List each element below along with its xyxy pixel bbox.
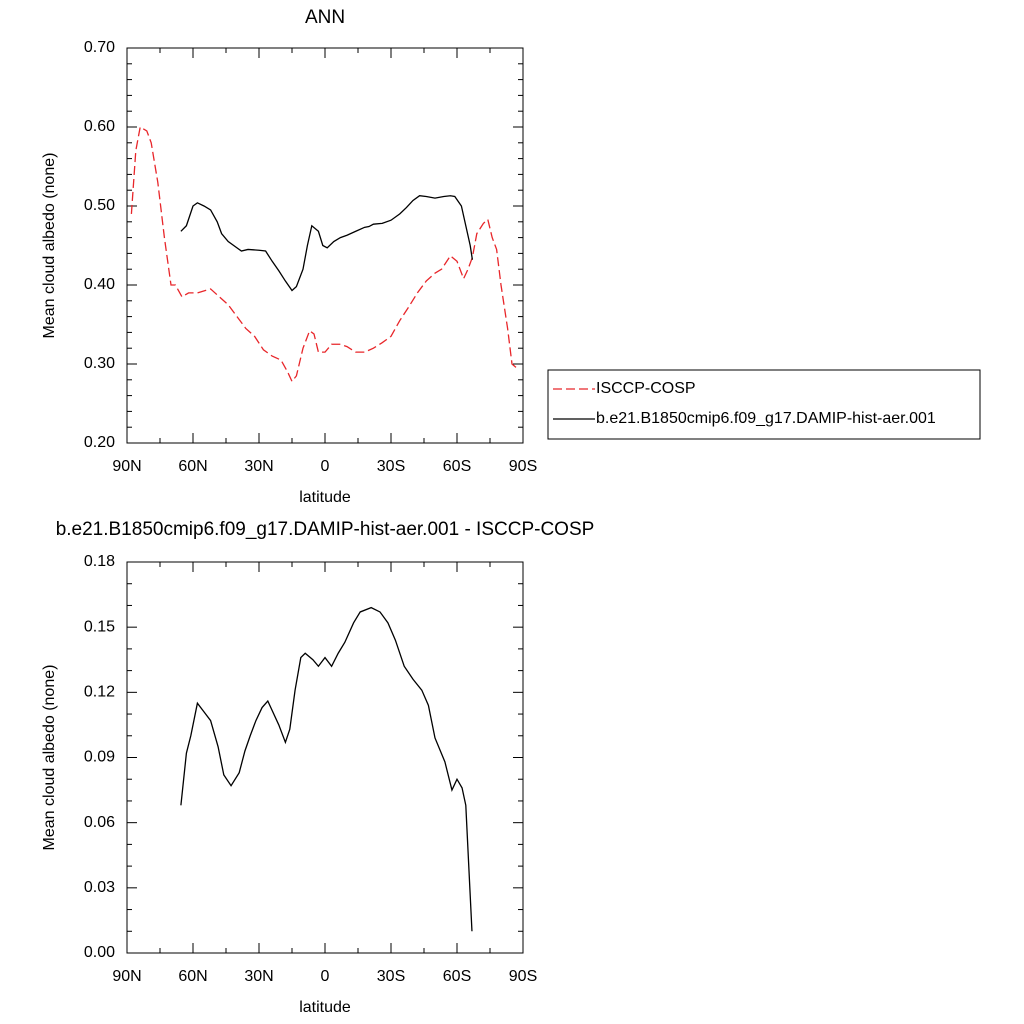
y-tick-label: 0.50 [84, 197, 115, 214]
y-tick-label: 0.30 [84, 355, 115, 372]
chart-title: ANN [305, 7, 345, 28]
y-tick-label: 0.20 [84, 434, 115, 451]
x-tick-label: 30N [244, 458, 273, 475]
y-tick-label: 0.03 [84, 879, 115, 896]
x-tick-label: 60N [178, 968, 207, 985]
x-tick-label: 30N [244, 968, 273, 985]
data-line [130, 125, 520, 383]
y-tick-label: 0.70 [84, 39, 115, 56]
x-tick-label: 0 [321, 458, 330, 475]
x-tick-label: 90S [509, 458, 537, 475]
y-tick-label: 0.12 [84, 684, 115, 701]
y-tick-label: 0.00 [84, 944, 115, 961]
y-tick-label: 0.60 [84, 118, 115, 135]
x-tick-label: 90N [112, 968, 141, 985]
y-axis-label: Mean cloud albedo (none) [41, 665, 58, 851]
y-tick-label: 0.09 [84, 749, 115, 766]
x-tick-label: 60N [178, 458, 207, 475]
y-tick-label: 0.40 [84, 276, 115, 293]
x-tick-label: 90S [509, 968, 537, 985]
legend-box [547, 369, 981, 440]
x-axis-label: latitude [299, 489, 351, 506]
plot-frame [126, 47, 524, 444]
x-tick-label: 60S [443, 968, 471, 985]
legend-label: b.e21.B1850cmip6.f09_g17.DAMIP-hist-aer.… [596, 410, 936, 427]
y-tick-label: 0.06 [84, 814, 115, 831]
chart-title: b.e21.B1850cmip6.f09_g17.DAMIP-hist-aer.… [56, 519, 595, 540]
data-line [180, 606, 473, 932]
y-tick-label: 0.18 [84, 553, 115, 570]
data-line [180, 195, 474, 292]
x-tick-label: 30S [377, 968, 405, 985]
x-tick-label: 0 [321, 968, 330, 985]
y-axis-label: Mean cloud albedo (none) [41, 153, 58, 339]
x-tick-label: 90N [112, 458, 141, 475]
x-axis-label: latitude [299, 999, 351, 1016]
y-tick-label: 0.15 [84, 618, 115, 635]
legend-label: ISCCP-COSP [596, 380, 696, 397]
x-tick-label: 60S [443, 458, 471, 475]
x-tick-label: 30S [377, 458, 405, 475]
